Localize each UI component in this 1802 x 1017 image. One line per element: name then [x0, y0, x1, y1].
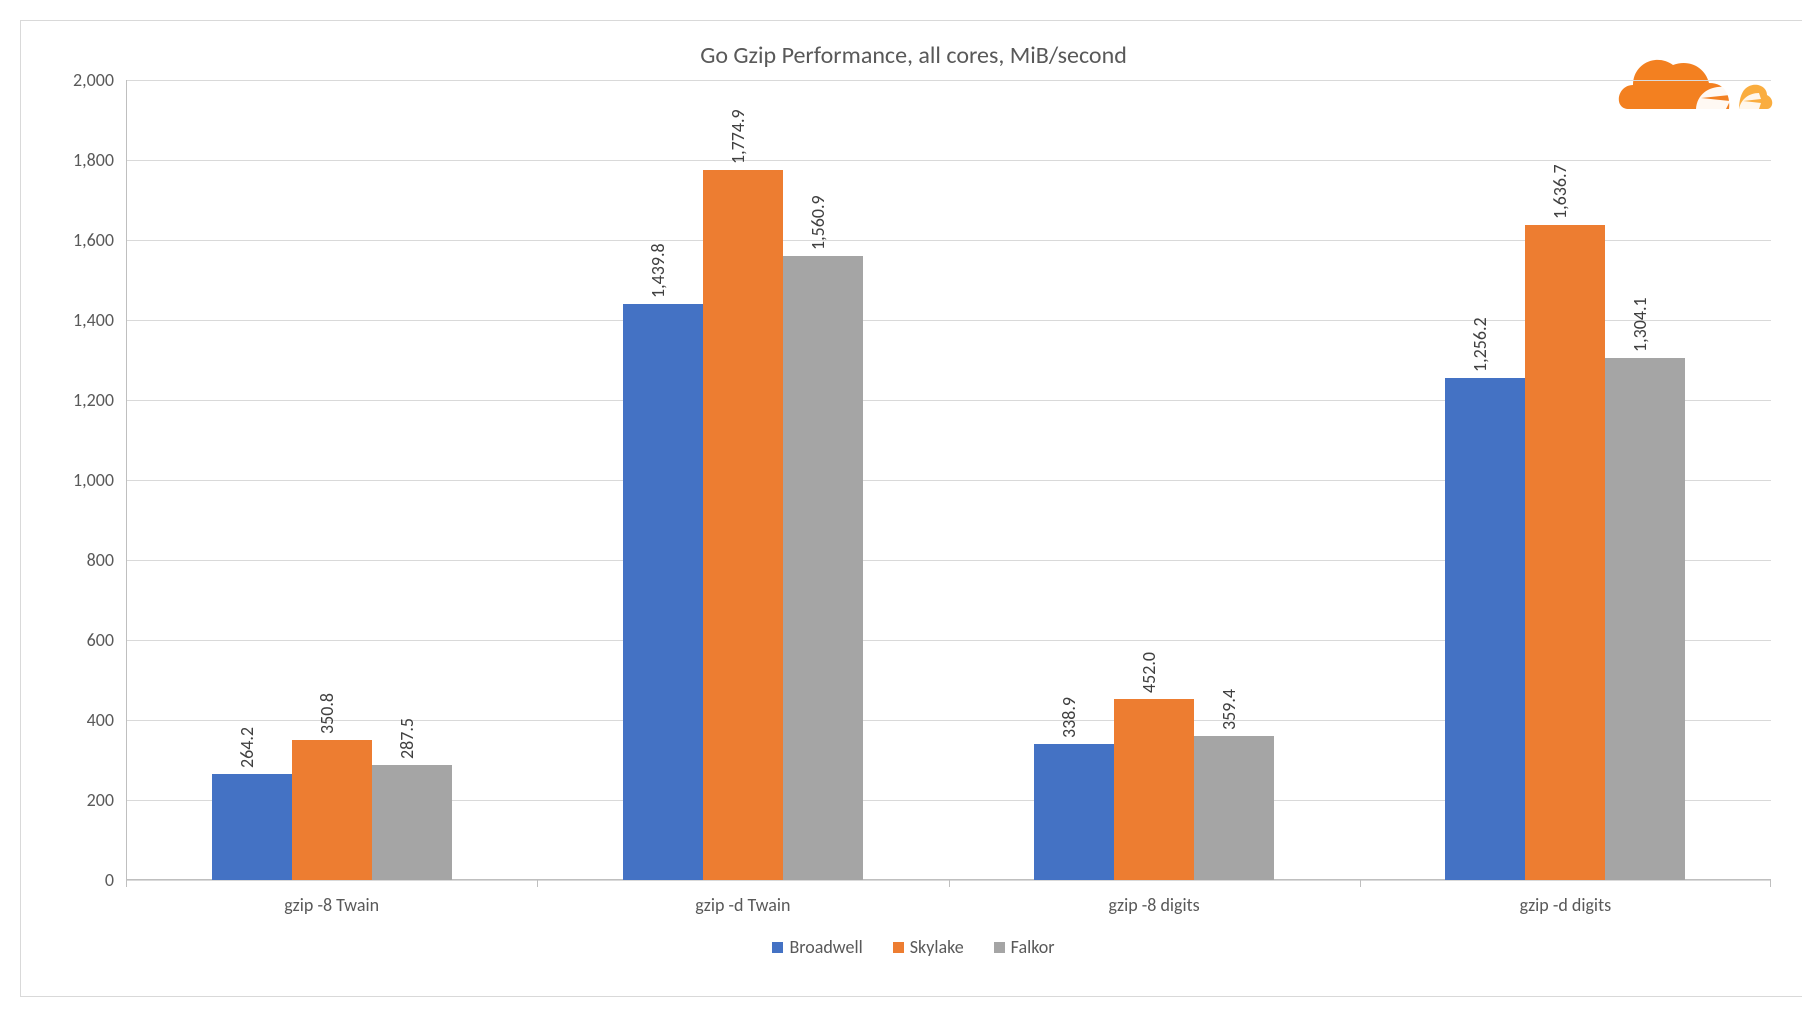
bar-wrap: 1,439.8: [623, 304, 703, 880]
bar: [783, 256, 863, 880]
bar-value-label: 1,256.2: [1469, 317, 1491, 372]
x-tick: [949, 880, 950, 887]
legend-label: Falkor: [1011, 936, 1055, 958]
plot-area: 02004006008001,0001,2001,4001,6001,8002,…: [126, 80, 1771, 880]
y-tick-label: 0: [105, 869, 126, 891]
bar-wrap: 1,256.2: [1445, 378, 1525, 880]
legend-label: Skylake: [910, 936, 964, 958]
chart-container: Go Gzip Performance, all cores, MiB/seco…: [20, 20, 1802, 997]
x-axis-label: gzip -8 digits: [949, 894, 1360, 916]
bar-wrap: 1,774.9: [703, 170, 783, 880]
x-axis-labels: gzip -8 Twaingzip -d Twaingzip -8 digits…: [126, 894, 1771, 916]
bar-wrap: 1,636.7: [1525, 225, 1605, 880]
bar-value-label: 1,560.9: [807, 195, 829, 250]
y-tick-label: 800: [87, 549, 126, 571]
bar-group: 338.9452.0359.4: [949, 80, 1360, 880]
bar-value-label: 1,304.1: [1629, 298, 1651, 353]
x-tick: [126, 880, 127, 887]
bar-group: 1,439.81,774.91,560.9: [537, 80, 948, 880]
bar: [1194, 736, 1274, 880]
x-axis-label: gzip -8 Twain: [126, 894, 537, 916]
bar-wrap: 1,560.9: [783, 256, 863, 880]
y-tick-label: 1,000: [73, 469, 126, 491]
bar-value-label: 264.2: [236, 727, 258, 768]
bar: [703, 170, 783, 880]
legend-swatch: [994, 942, 1005, 953]
bar: [1445, 378, 1525, 880]
y-tick-label: 1,600: [73, 229, 126, 251]
bar-wrap: 359.4: [1194, 736, 1274, 880]
x-tick: [1360, 880, 1361, 887]
bar-wrap: 264.2: [212, 774, 292, 880]
x-axis-label: gzip -d digits: [1360, 894, 1771, 916]
bar: [1605, 358, 1685, 880]
legend-label: Broadwell: [789, 936, 862, 958]
legend-item: Broadwell: [772, 936, 862, 958]
bar-group: 1,256.21,636.71,304.1: [1360, 80, 1771, 880]
bar-wrap: 338.9: [1034, 744, 1114, 880]
x-tick: [537, 880, 538, 887]
legend-swatch: [893, 942, 904, 953]
y-tick-label: 2,000: [73, 69, 126, 91]
bar-value-label: 359.4: [1218, 689, 1240, 730]
legend-item: Skylake: [893, 936, 964, 958]
y-tick-label: 1,800: [73, 149, 126, 171]
y-tick-label: 200: [87, 789, 126, 811]
bar-wrap: 350.8: [292, 740, 372, 880]
x-tick: [1770, 880, 1771, 887]
bar: [1525, 225, 1605, 880]
legend: Broadwell Skylake Falkor: [36, 936, 1791, 958]
bar-wrap: 287.5: [372, 765, 452, 880]
bar: [623, 304, 703, 880]
bar: [1114, 699, 1194, 880]
legend-item: Falkor: [994, 936, 1055, 958]
bar-group: 264.2350.8287.5: [126, 80, 537, 880]
x-axis-label: gzip -d Twain: [537, 894, 948, 916]
bar-value-label: 350.8: [316, 693, 338, 734]
bar: [212, 774, 292, 880]
bar-value-label: 287.5: [396, 718, 418, 759]
y-tick-label: 400: [87, 709, 126, 731]
bar-wrap: 452.0: [1114, 699, 1194, 880]
y-tick-label: 1,400: [73, 309, 126, 331]
bar: [372, 765, 452, 880]
bar: [292, 740, 372, 880]
bar: [1034, 744, 1114, 880]
chart-title: Go Gzip Performance, all cores, MiB/seco…: [36, 41, 1791, 70]
y-tick-label: 600: [87, 629, 126, 651]
bar-value-label: 1,636.7: [1549, 165, 1571, 220]
legend-swatch: [772, 942, 783, 953]
bar-value-label: 452.0: [1138, 652, 1160, 693]
y-tick-label: 1,200: [73, 389, 126, 411]
bar-value-label: 338.9: [1058, 697, 1080, 738]
bar-value-label: 1,439.8: [647, 243, 669, 298]
bar-value-label: 1,774.9: [727, 109, 749, 164]
bar-wrap: 1,304.1: [1605, 358, 1685, 880]
bar-groups: 264.2350.8287.51,439.81,774.91,560.9338.…: [126, 80, 1771, 880]
